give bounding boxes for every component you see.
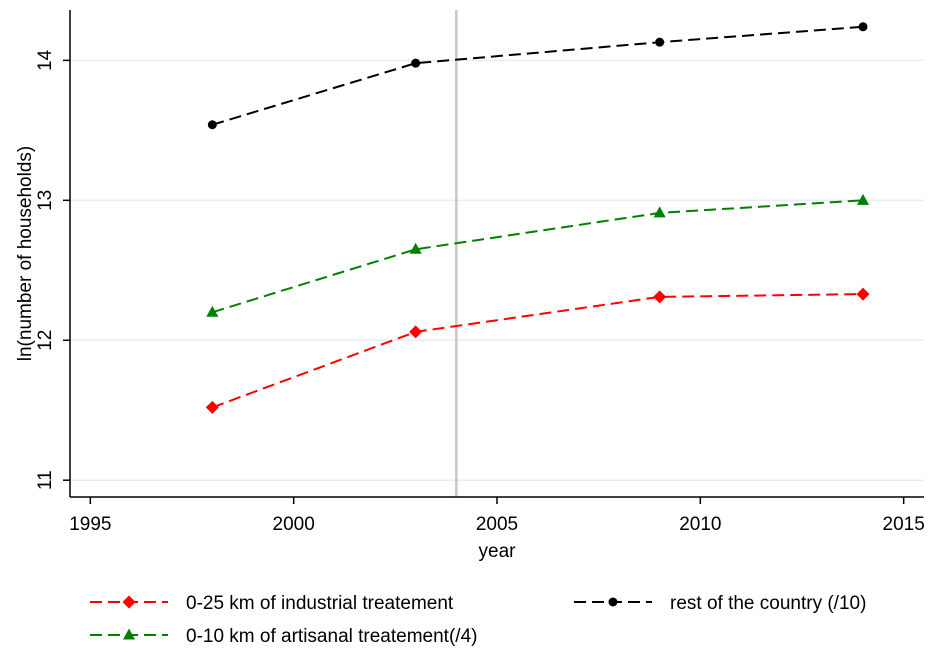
series-line <box>211 293 864 409</box>
x-tick-label: 2005 <box>476 514 518 535</box>
legend-label: rest of the country (/10) <box>670 593 866 614</box>
circle-marker <box>207 120 217 130</box>
axes <box>63 10 924 504</box>
diamond-marker <box>856 287 870 301</box>
x-tick-label: 1995 <box>69 514 111 535</box>
legend: 0-25 km of industrial treatement rest of … <box>90 593 866 647</box>
legend-label: 0-10 km of artisanal treatement(/4) <box>186 626 477 647</box>
series-line <box>212 25 864 126</box>
series-diamond <box>205 287 870 414</box>
circle-marker <box>411 58 421 68</box>
series-layer <box>205 22 870 414</box>
y-axis-title: ln(number of households) <box>15 146 36 361</box>
x-tick-label: 2000 <box>273 514 315 535</box>
y-tick-label: 11 <box>35 470 56 490</box>
series-triangle <box>206 193 869 317</box>
legend-item: 0-10 km of artisanal treatement(/4) <box>90 626 477 647</box>
x-axis-title: year <box>479 541 517 562</box>
tick-labels: 1995 2000 2005 2010 2015 11 12 13 14 <box>35 49 925 535</box>
triangle-marker <box>857 193 869 205</box>
triangle-marker <box>206 305 219 317</box>
triangle-marker <box>653 206 666 218</box>
gridlines <box>70 59 924 481</box>
legend-item: 0-25 km of industrial treatement <box>90 593 454 614</box>
y-tick-label: 12 <box>35 330 56 351</box>
legend-label: 0-25 km of industrial treatement <box>186 593 454 614</box>
triangle-marker <box>123 628 135 640</box>
diamond-marker <box>653 290 667 304</box>
y-tick-label: 13 <box>35 190 56 211</box>
y-tick-label: 14 <box>35 49 56 71</box>
legend-item: rest of the country (/10) <box>574 593 866 614</box>
diamond-marker <box>205 400 219 414</box>
circle-marker <box>655 37 665 47</box>
diamond-marker <box>409 325 423 339</box>
x-tick-label: 2010 <box>679 514 721 535</box>
series-line <box>212 199 864 314</box>
circle-marker <box>608 597 618 607</box>
x-tick-label: 2015 <box>883 514 925 535</box>
diamond-marker <box>122 595 136 609</box>
circle-marker <box>858 22 868 32</box>
series-circle <box>207 22 868 130</box>
triangle-marker <box>409 242 422 254</box>
